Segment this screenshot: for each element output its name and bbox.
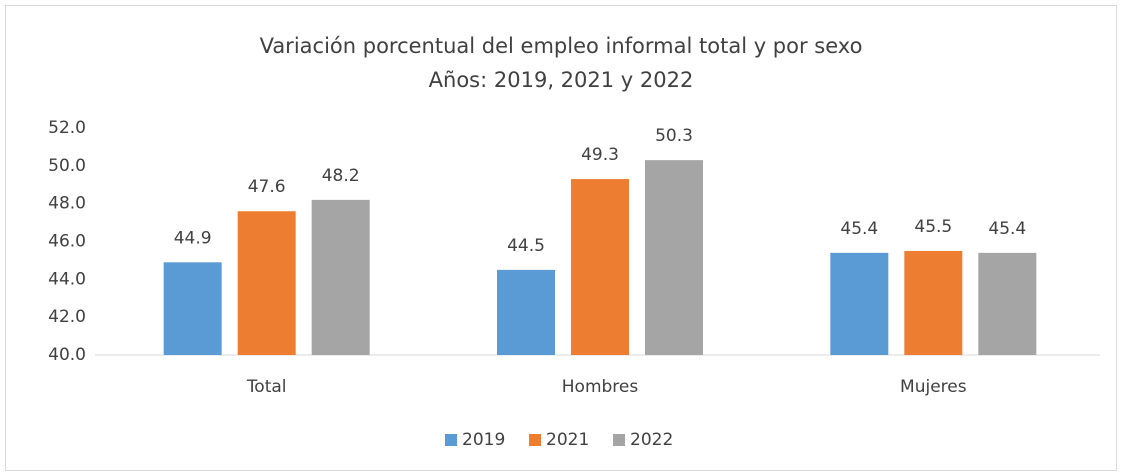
bar: [237, 211, 296, 355]
y-tick-label: 48.0: [48, 194, 86, 214]
y-tick-label: 52.0: [48, 118, 86, 138]
bar: [163, 262, 222, 355]
data-label: 50.3: [655, 126, 693, 146]
bar: [311, 199, 370, 355]
legend-label: 2019: [462, 430, 505, 450]
y-tick-label: 40.0: [48, 345, 86, 365]
data-label: 44.9: [174, 228, 212, 248]
legend-label: 2021: [546, 430, 589, 450]
y-tick-label: 44.0: [48, 269, 86, 289]
x-tick-label: Hombres: [562, 377, 639, 397]
y-tick-label: 42.0: [48, 307, 86, 327]
data-label: 49.3: [581, 145, 619, 165]
data-label: 45.5: [914, 217, 952, 237]
data-label: 45.4: [988, 219, 1026, 239]
legend-swatch: [613, 434, 625, 446]
chart-title: Variación porcentual del empleo informal…: [260, 34, 863, 58]
y-tick-label: 50.0: [48, 156, 86, 176]
chart-subtitle: Años: 2019, 2021 y 2022: [429, 68, 694, 92]
y-tick-label: 46.0: [48, 232, 86, 252]
bar: [904, 250, 963, 355]
legend-swatch: [445, 434, 457, 446]
legend-swatch: [529, 434, 541, 446]
x-tick-label: Total: [246, 377, 287, 397]
bar: [645, 160, 703, 355]
bar: [571, 179, 629, 355]
data-label: 47.6: [248, 177, 286, 197]
bar: [497, 269, 555, 355]
bar: [830, 252, 889, 355]
bar: [978, 252, 1037, 355]
chart-frame: [5, 5, 1117, 471]
data-label: 45.4: [840, 219, 878, 239]
legend-label: 2022: [630, 430, 673, 450]
data-label: 48.2: [322, 166, 360, 186]
x-tick-label: Mujeres: [900, 377, 967, 397]
data-label: 44.5: [507, 236, 545, 256]
